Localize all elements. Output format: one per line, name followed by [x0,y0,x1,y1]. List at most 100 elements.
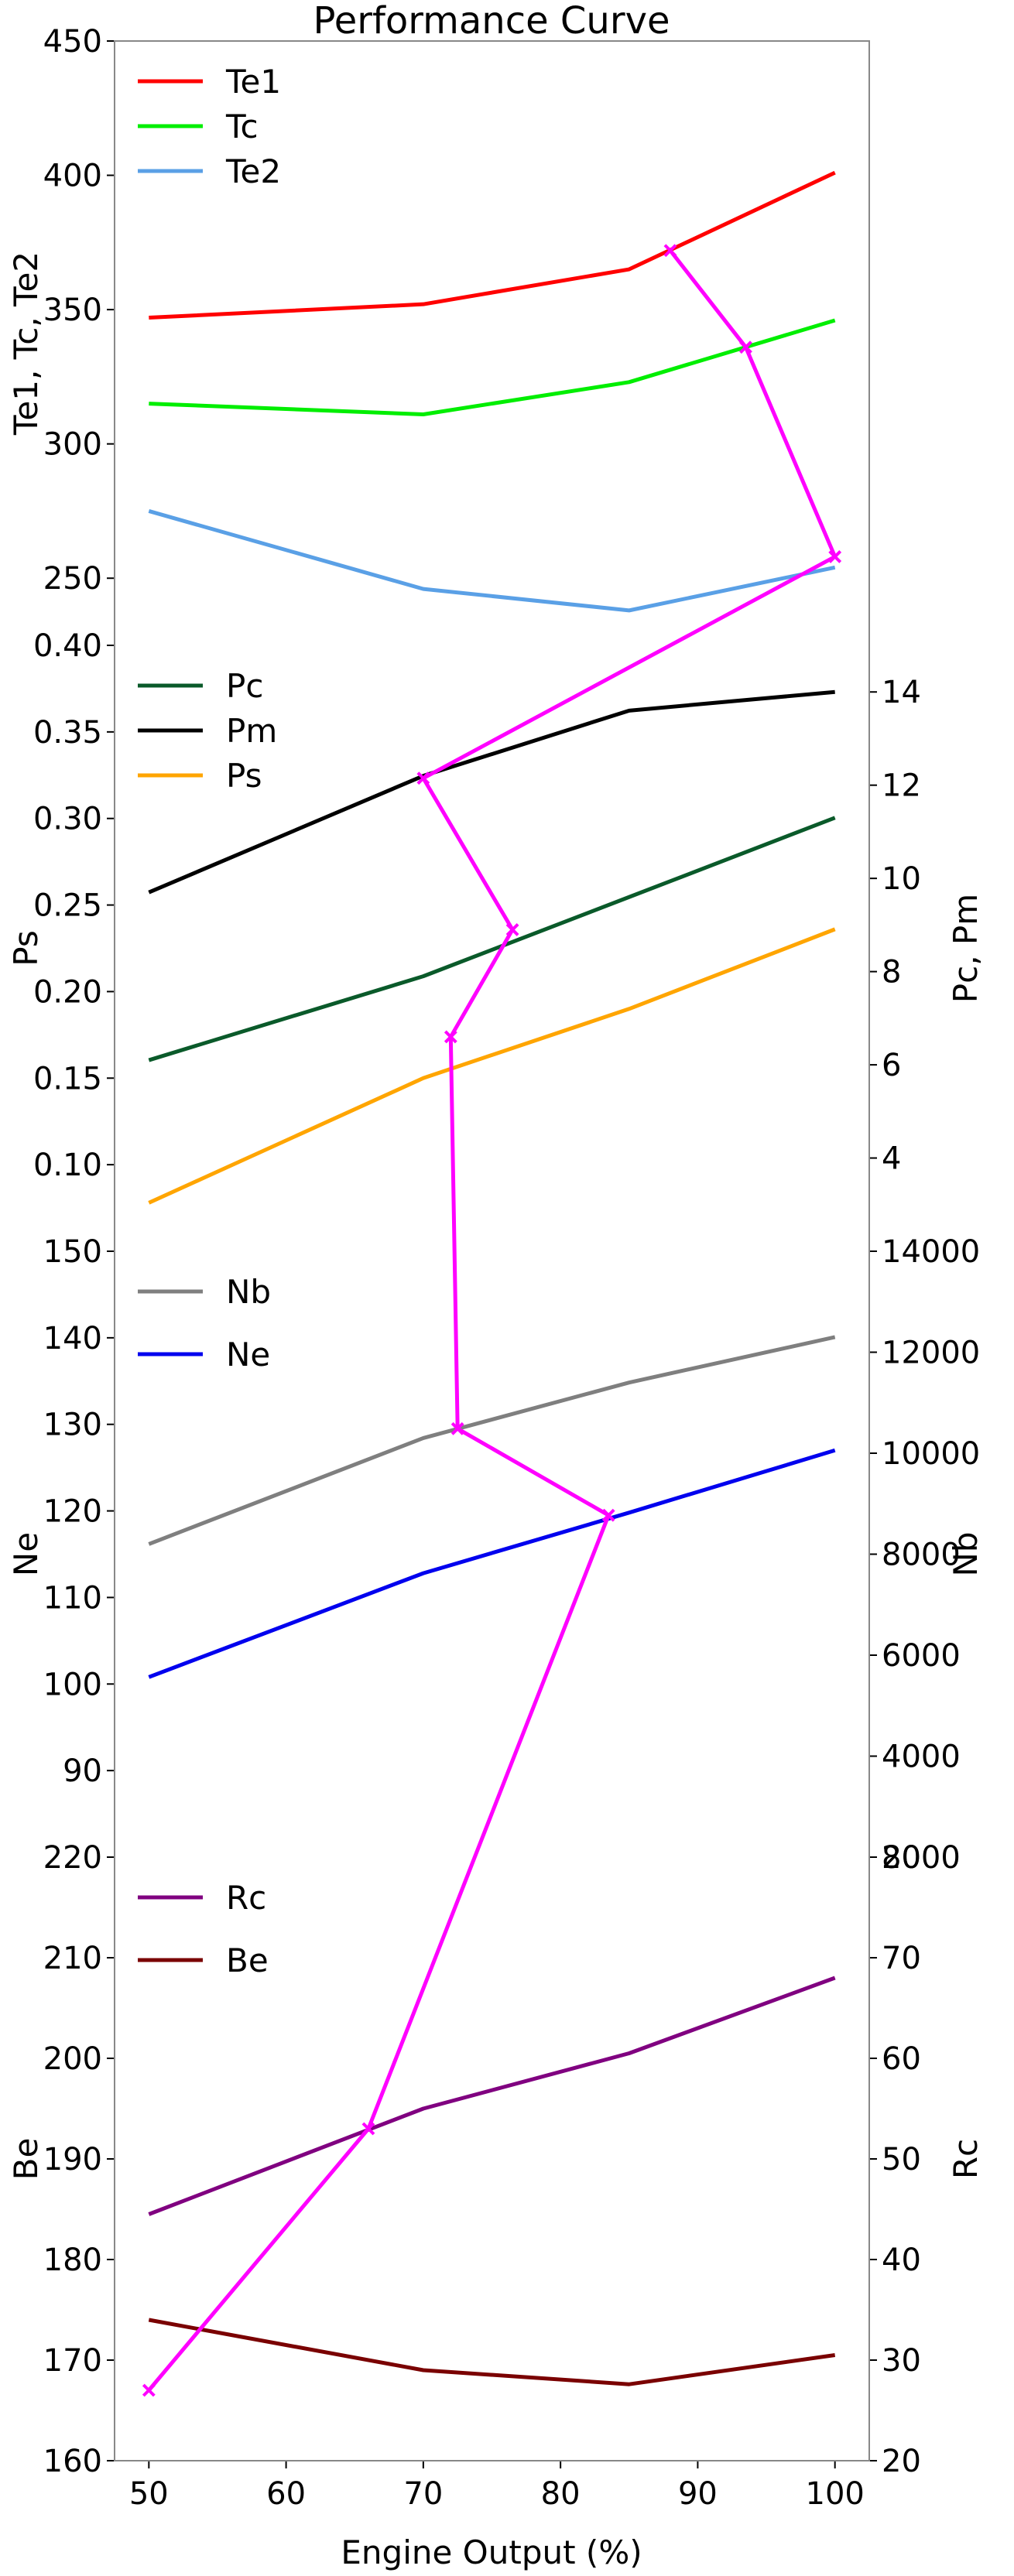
legend-label-nb: Nb [226,1273,271,1311]
y-left-tick-label: 450 [43,24,102,60]
overlay-layer [142,244,842,2397]
y-left-axis-label: Ne [7,1532,45,1576]
series-line-pc [148,816,836,1062]
y-left-axis-label: Ps [7,930,45,966]
y-left-tick-label: 170 [43,2343,102,2379]
x-axis: 50 60 70 80 90 100 [129,2461,865,2512]
legend-temperature: Te1 Tc Te2 [138,63,281,190]
y-left-tick-label: 190 [43,2142,102,2177]
y-right-axis-label: Rc [947,2139,985,2179]
y-right-tick-label: 6000 [882,1638,961,1674]
series-line-pm [148,689,835,895]
y-left-tick-label: 140 [43,1321,102,1356]
y-left-tick-label: 120 [43,1494,102,1530]
overlay-line [147,249,838,2392]
y-right-tick-label: 20 [882,2444,921,2479]
y-left-tick-label: 110 [43,1580,102,1616]
legend-speed: Nb Ne [138,1273,271,1374]
y-right-tick-label: 50 [882,2142,921,2177]
overlay-marker [361,2122,375,2136]
y-left-tick-label: 400 [43,159,102,194]
overlay-marker [601,1508,615,1522]
y-left-tick-label: 0.15 [33,1061,102,1096]
y-left-tick-label: 100 [43,1667,102,1702]
y-left-tick-label: 0.35 [33,715,102,751]
y-right-tick-label: 14000 [882,1234,980,1270]
overlay-marker [663,244,677,258]
overlay-marker [450,1421,464,1435]
overlay-marker [739,340,752,354]
overlay-marker [142,2383,156,2397]
series-line-te2 [148,509,836,613]
overlay-marker [828,550,842,563]
series-line-ne [148,1448,836,1679]
overlay-marker [444,1030,457,1044]
y-left-tick-label: 300 [43,427,102,463]
series-line-tc [149,318,836,416]
y-right-tick-label: 80 [882,1840,921,1876]
panel-temperature: 250 300 350 400 450 Te1, Tc, Te2 Te1 Tc Te2 [7,24,836,613]
y-left-tick-label: 0.10 [33,1148,102,1183]
x-tick-label: 70 [403,2476,443,2512]
x-tick-label: 50 [129,2476,169,2512]
legend-label-pm: Pm [226,712,277,750]
y-right-axis-label: Nb [947,1531,985,1576]
x-tick-label: 90 [678,2476,718,2512]
y-left-tick-label: 0.30 [33,802,102,837]
series-line-be [148,2318,836,2386]
y-left-tick-label: 150 [43,1234,102,1270]
y-right-tick-label: 8 [882,955,901,990]
legend-label-tc: Tc [225,108,259,145]
overlay-marker [505,922,519,936]
legend-label-te1: Te1 [225,63,281,101]
overlay-marker [416,771,430,785]
y-left-tick-label: 220 [43,1840,102,1876]
panel-speed: 90 100 110 120 130 140 150 2000 4000 6000 8000 1000… [7,1234,985,1876]
y-left-axis-label: Be [7,2138,45,2181]
legend-label-be: Be [226,1941,269,1979]
series-line-nb [148,1335,836,1546]
x-axis-label: Engine Output (%) [341,2533,642,2571]
legend-label-pc: Pc [226,667,263,705]
y-right-tick-label: 4 [882,1141,901,1177]
chart-title: Performance Curve [313,0,670,43]
y-right-tick-label: 30 [882,2343,921,2379]
y-right-tick-label: 40 [882,2242,921,2278]
x-tick-label: 80 [541,2476,581,2512]
y-right-tick-label: 12000 [882,1336,980,1371]
y-left-tick-label: 0.20 [33,974,102,1010]
series-line-ps [148,927,836,1205]
y-left-tick-label: 0.40 [33,628,102,664]
y-right-axis-label: Pc, Pm [947,894,985,1003]
y-right-tick-label: 2000 [882,1840,961,1876]
y-right-tick-label: 70 [882,1941,921,1976]
y-left-axis-label: Te1, Tc, Te2 [7,251,45,436]
legend-label-ne: Ne [226,1336,270,1374]
plot-frame [114,40,870,2461]
x-tick-label: 60 [266,2476,306,2512]
y-left-tick-label: 200 [43,2041,102,2077]
y-right-tick-label: 10000 [882,1436,980,1472]
legend-pressure: Pc Pm Ps [138,667,277,795]
legend-consumption: Rc Be [138,1879,269,1979]
legend-label-ps: Ps [226,757,262,795]
legend-label-te2: Te2 [225,152,281,190]
y-right-tick-label: 6 [882,1048,901,1083]
y-left-tick-label: 210 [43,1941,102,1976]
y-left-tick-label: 130 [43,1408,102,1443]
y-left-tick-label: 250 [43,561,102,597]
y-right-tick-label: 14 [882,675,921,710]
y-right-tick-label: 8000 [882,1538,961,1573]
y-left-tick-label: 160 [43,2444,102,2479]
y-right-tick-label: 4000 [882,1740,961,1775]
legend-label-rc: Rc [226,1879,266,1917]
x-tick-label: 100 [806,2476,865,2512]
y-left-tick-label: 350 [43,292,102,328]
series-line-rc [148,1976,836,2216]
y-right-tick-label: 10 [882,861,921,897]
y-right-tick-label: 60 [882,2041,921,2077]
y-right-tick-label: 12 [882,768,921,804]
